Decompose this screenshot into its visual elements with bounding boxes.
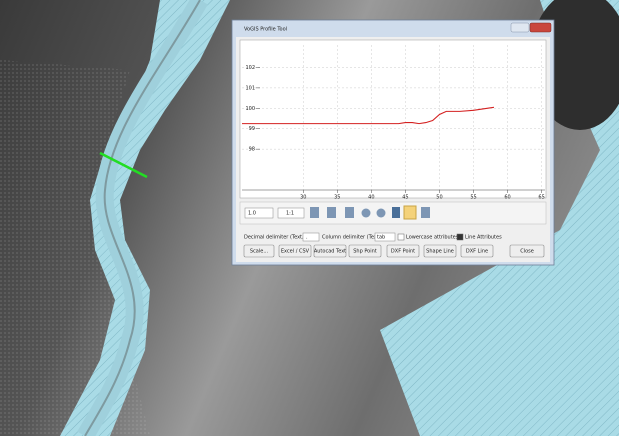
lowercase-checkbox[interactable] [398, 234, 404, 240]
button-label: DXF Point [391, 249, 415, 255]
x-tick-label: 35 [334, 195, 340, 201]
tool-icon[interactable] [310, 207, 319, 218]
scale-value: 1:1 [286, 211, 294, 217]
line-attributes-checkbox[interactable] [457, 234, 463, 240]
x-tick-label: 65 [538, 195, 544, 201]
line-attributes-label: Line Attributes [465, 235, 502, 241]
x-tick-label: 30 [300, 195, 306, 201]
tool-icon[interactable] [362, 209, 371, 218]
y-tick-label: 99 [249, 126, 255, 132]
tool-icon[interactable] [421, 207, 430, 218]
y-tick-label: 102 [245, 65, 255, 71]
button-label: Scale... [250, 249, 269, 255]
help-button[interactable] [511, 23, 529, 32]
y-tick-label: 98 [249, 147, 255, 153]
exaggeration-value: 1.0 [248, 211, 256, 217]
x-tick-label: 55 [470, 195, 476, 201]
tool-icon[interactable] [327, 207, 336, 218]
window-title: VoGIS Profile Tool [244, 27, 287, 33]
button-label: DXF Line [466, 249, 488, 255]
close-window-button[interactable] [530, 23, 551, 32]
button-label: Excel / CSV [281, 249, 310, 255]
button-label: Close [520, 249, 534, 255]
button-label: Shape Line [426, 249, 454, 255]
x-tick-label: 40 [368, 195, 374, 201]
tool-icon[interactable] [392, 207, 400, 218]
lowercase-label: Lowercase attributes [406, 235, 459, 241]
button-label: Shp Point [353, 249, 377, 255]
tool-icon[interactable] [377, 209, 386, 218]
dialog: VoGIS Profile Tool 30 35 40 45 50 55 60 65 98 99 1… [232, 20, 554, 265]
tool-icon[interactable] [404, 206, 416, 219]
y-tick-label: 100 [245, 106, 255, 112]
chart-panel [240, 40, 546, 198]
screenshot: VoGIS Profile Tool 30 35 40 45 50 55 60 65 98 99 1… [0, 0, 619, 436]
column-value: tab [377, 235, 385, 241]
page: {"window": {"title": "VoGIS Profile Tool… [0, 0, 619, 436]
tool-icon[interactable] [345, 207, 354, 218]
column-label: Column delimiter (Text): [322, 235, 383, 241]
y-tick-label: 101 [245, 85, 255, 91]
button-label: Autocad Text [314, 249, 346, 255]
x-tick-label: 50 [436, 195, 442, 201]
x-tick-label: 60 [504, 195, 510, 201]
x-tick-label: 45 [402, 195, 408, 201]
